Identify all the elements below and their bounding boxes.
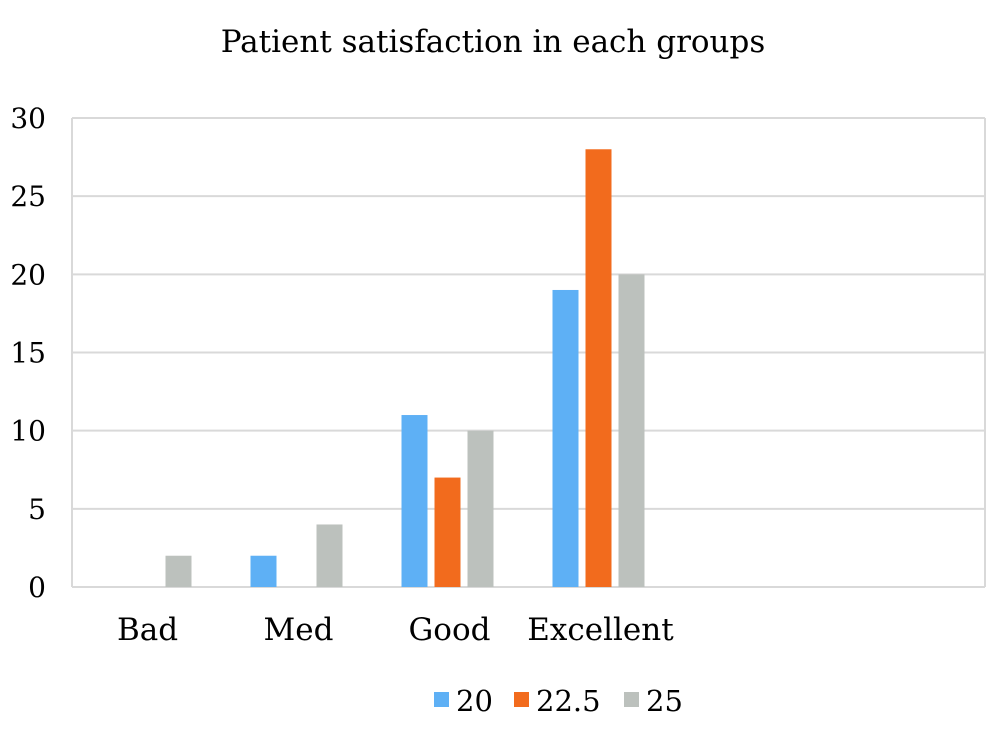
legend-label: 25 [646, 684, 683, 718]
bar [618, 274, 645, 587]
x-axis-ticks: Bad Med Good Excellent [117, 612, 674, 648]
y-tick-label: 20 [10, 258, 46, 291]
y-tick-label: 5 [28, 493, 46, 526]
legend-swatch [514, 692, 529, 707]
y-tick-label: 30 [10, 102, 46, 135]
legend-swatch [434, 692, 449, 707]
bar [401, 415, 428, 587]
chart-title: Patient satisfaction in each groups [221, 24, 766, 60]
axes [71, 118, 986, 588]
legend-label: 22.5 [536, 684, 601, 718]
bar [316, 524, 343, 587]
y-tick-label: 15 [10, 337, 46, 370]
bar [250, 555, 277, 587]
legend-label: 20 [456, 684, 493, 718]
x-tick-label: Good [409, 612, 491, 648]
bar [434, 477, 461, 587]
bar [552, 289, 579, 587]
y-tick-label: 0 [28, 571, 46, 604]
y-tick-label: 25 [10, 180, 46, 213]
bar [585, 149, 612, 587]
bar [165, 555, 192, 587]
bar [467, 430, 494, 587]
legend: 20 22.5 25 [434, 684, 683, 718]
bars [165, 149, 645, 587]
x-tick-label: Med [264, 612, 334, 648]
x-tick-label: Excellent [527, 612, 674, 648]
x-tick-label: Bad [117, 612, 178, 648]
y-axis-ticks: 0 5 10 15 20 25 30 [10, 102, 46, 604]
legend-swatch [624, 692, 639, 707]
y-tick-label: 10 [10, 415, 46, 448]
gridlines [72, 117, 985, 510]
